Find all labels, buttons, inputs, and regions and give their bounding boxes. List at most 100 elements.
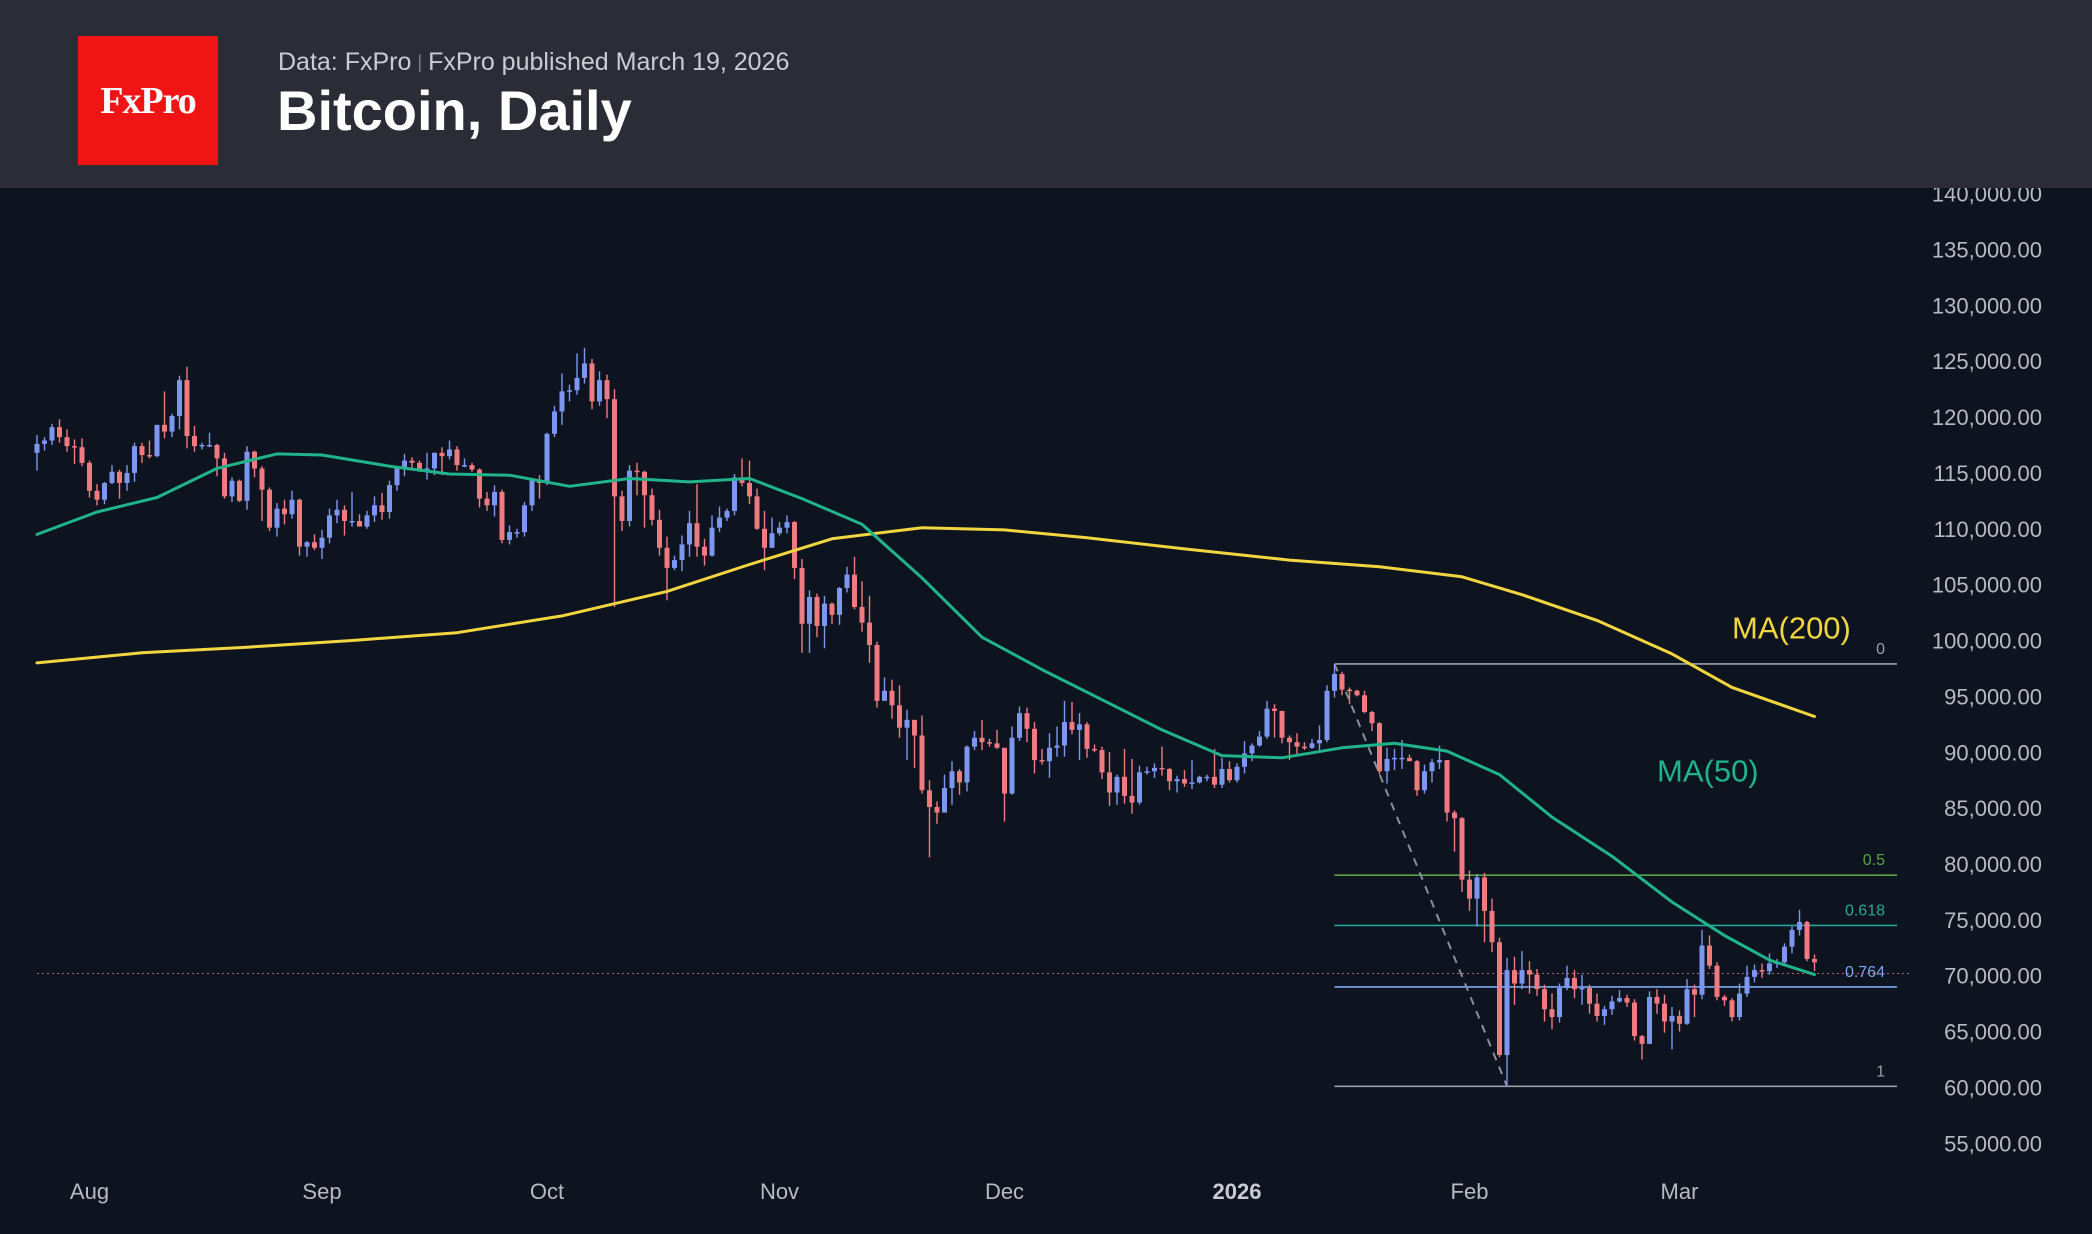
candle (1609, 995, 1615, 1015)
candle-body (1534, 974, 1540, 990)
candle-body (1047, 747, 1052, 762)
candle (274, 503, 280, 537)
candle-body (1302, 746, 1307, 749)
candle-body (1602, 1009, 1607, 1016)
candle-body (42, 440, 47, 444)
candle-body (1587, 988, 1592, 1004)
candle-body (882, 690, 887, 701)
x-axis: Aug Sep Oct Nov Dec 2026 Feb Mar (70, 1179, 1699, 1204)
candle-body (94, 490, 100, 500)
candle (1384, 747, 1390, 784)
candle-body (822, 603, 827, 626)
candle-body (1459, 818, 1465, 880)
candle-body (274, 508, 280, 528)
candle (814, 593, 820, 638)
candle (214, 443, 220, 477)
candle-body (447, 449, 452, 457)
candle-body (627, 470, 632, 521)
candle (312, 534, 317, 551)
candle (604, 374, 610, 419)
y-tick-label: 80,000.00 (1944, 852, 2042, 877)
candle (79, 438, 85, 467)
candle-body (109, 471, 115, 483)
candle (799, 558, 805, 653)
candle (1804, 920, 1810, 962)
candle (1407, 754, 1412, 762)
candle (154, 424, 160, 458)
candle-body (117, 471, 122, 483)
meta-separator: | (417, 52, 423, 72)
candle (1504, 957, 1510, 1087)
y-tick-label: 65,000.00 (1944, 1020, 2042, 1045)
candle (259, 466, 265, 521)
candle-body (732, 477, 737, 511)
candle (1684, 979, 1690, 1025)
candle-body (1542, 989, 1547, 1010)
candle-body (919, 735, 925, 791)
candle (109, 465, 115, 485)
candle (1392, 748, 1397, 771)
candle (747, 460, 752, 505)
candle (1002, 747, 1007, 822)
candle-body (1422, 771, 1427, 791)
candle (852, 556, 857, 610)
ma50-line (35, 452, 1816, 977)
candle (597, 371, 602, 406)
candle (1662, 994, 1667, 1033)
candle-body (1624, 998, 1630, 1003)
candle (1212, 748, 1217, 789)
candle-body (1152, 767, 1157, 772)
candle-body (672, 560, 677, 568)
candle (447, 440, 452, 460)
candle (1467, 870, 1472, 911)
candle (1654, 989, 1660, 1014)
candle-body (1729, 1000, 1735, 1018)
candle-body (1497, 942, 1502, 1056)
candle (874, 641, 880, 708)
candle-body (477, 469, 482, 499)
candle (1272, 704, 1277, 738)
candle-body (79, 447, 85, 463)
y-tick-label: 115,000.00 (1934, 461, 2042, 486)
candle (994, 729, 1000, 749)
candle-body (687, 523, 692, 545)
candle (679, 535, 685, 572)
candle-body (124, 472, 130, 483)
candle-body (1414, 761, 1420, 791)
candle (897, 685, 902, 738)
candle-body (357, 520, 362, 527)
candle-body (1362, 695, 1367, 713)
y-tick-label: 100,000.00 (1932, 629, 2042, 654)
candle-body (1197, 776, 1202, 783)
candle-body (379, 505, 385, 513)
candle (1422, 764, 1427, 794)
candle (1347, 687, 1352, 705)
candle (1744, 965, 1750, 997)
candle-body (649, 495, 655, 520)
candle (619, 490, 625, 532)
candle (957, 769, 962, 795)
candle (282, 499, 287, 525)
candle (1054, 726, 1060, 757)
candle-body (964, 746, 970, 783)
candle-body (1782, 946, 1787, 963)
candle (1047, 733, 1052, 778)
candle (1759, 963, 1765, 978)
candle-body (942, 788, 947, 813)
price-chart: 0 0.5 0.618 0.764 1 MA(200) MA(50) 55,000.00 60,… (0, 188, 2092, 1234)
candle (1542, 984, 1547, 1022)
candle (1129, 758, 1135, 814)
candle (117, 469, 122, 499)
candle-body (792, 522, 797, 568)
candle-body (484, 498, 490, 506)
candle (709, 515, 715, 557)
candle (1114, 774, 1120, 805)
candle (342, 505, 347, 536)
candle-body (522, 505, 527, 533)
candle-body (1452, 812, 1457, 819)
candle (657, 509, 662, 556)
candle (1587, 984, 1592, 1014)
candle (57, 419, 62, 443)
candle (72, 439, 77, 464)
candle-body (402, 460, 407, 468)
